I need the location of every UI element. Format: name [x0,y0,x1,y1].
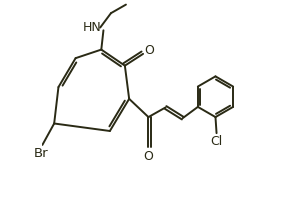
Text: HN: HN [83,21,102,34]
Text: O: O [144,150,153,163]
Text: Cl: Cl [210,135,223,148]
Text: O: O [144,44,154,57]
Text: Br: Br [34,146,49,159]
